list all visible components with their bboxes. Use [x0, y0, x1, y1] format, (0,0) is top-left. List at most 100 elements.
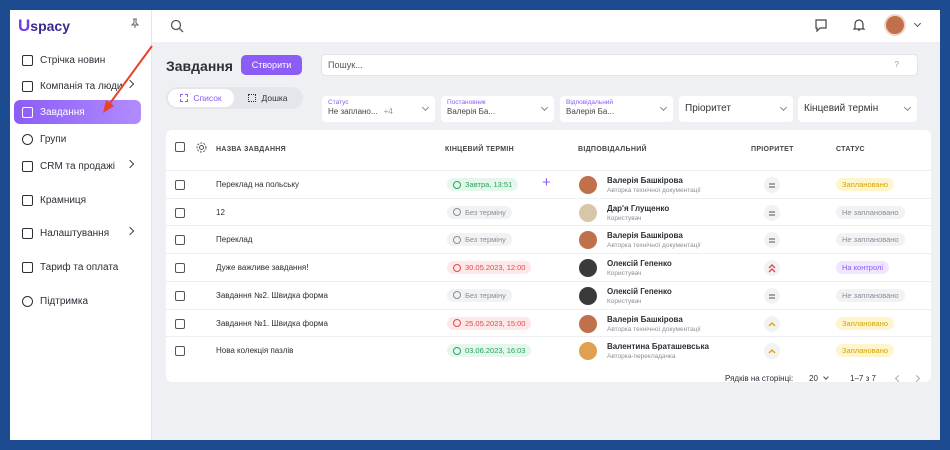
search-help[interactable]: ? [894, 60, 899, 69]
priority[interactable] [764, 204, 780, 221]
nav-label: Стрічка новин [40, 54, 106, 66]
row-checkbox[interactable] [175, 290, 185, 301]
status[interactable]: Заплановано [836, 316, 895, 330]
clock-icon [453, 208, 461, 217]
user-menu-chevron[interactable] [913, 19, 922, 28]
prev-page[interactable] [894, 374, 903, 383]
row-checkbox[interactable] [175, 346, 185, 357]
nav-item[interactable]: Тариф та оплата [14, 255, 141, 279]
row-checkbox[interactable] [175, 235, 185, 246]
nav-item[interactable]: Завдання [14, 100, 141, 124]
task-name[interactable]: Завдання №1. Швидка форма [216, 318, 328, 328]
row-checkbox[interactable] [175, 207, 185, 218]
view-tab[interactable]: Дошка [236, 89, 300, 107]
nav-item[interactable]: Крамниця [14, 188, 141, 212]
assignee-role: Авторка технічної документації [607, 187, 701, 194]
table-settings-icon[interactable] [196, 142, 207, 153]
brand: U spacy [18, 16, 70, 36]
nav-item[interactable]: Підтримка [14, 289, 141, 313]
table-row[interactable]: Переклад на польську Завтра, 13:51 + Валері… [166, 170, 931, 198]
priority-icon [768, 321, 776, 326]
nav-item[interactable]: Стрічка новин [14, 48, 141, 72]
priority[interactable] [764, 260, 780, 277]
task-name[interactable]: Нова колекція пазлів [216, 346, 294, 356]
nav-label: CRM та продажі [40, 160, 115, 172]
nav-item[interactable]: Групи [14, 127, 141, 151]
pin-icon[interactable] [130, 18, 140, 28]
nav-icon [22, 261, 33, 273]
priority-glyph [768, 321, 776, 326]
table-row[interactable]: Переклад Без терміну Валерія Башкірова Авто… [166, 225, 931, 253]
priority-glyph [769, 183, 775, 188]
search-icon[interactable] [170, 19, 184, 33]
task-name[interactable]: Завдання №2. Швидка форма [216, 290, 328, 300]
priority[interactable] [764, 177, 780, 193]
table-row[interactable]: Завдання №1. Швидка форма 25.05.2023, 15:… [166, 308, 931, 337]
priority-icon [769, 183, 775, 188]
brand-name: spacy [30, 18, 70, 34]
assignee-avatar [579, 314, 597, 333]
search-box[interactable]: Пошук... ? [321, 54, 918, 76]
task-name[interactable]: Дуже важливе завдання! [216, 263, 309, 273]
priority-icon [768, 349, 776, 354]
row-checkbox[interactable] [175, 263, 185, 274]
deadline: Без терміну [447, 205, 512, 219]
status[interactable]: Не заплановано [836, 288, 905, 302]
filter[interactable]: Статус Не заплано... +4 [322, 96, 435, 122]
filter[interactable]: Відповідальний Валерія Ба... [560, 96, 673, 122]
clock-icon [453, 235, 461, 244]
view-tab[interactable]: Список [168, 89, 234, 107]
nav-item[interactable]: Компанія та люди [14, 74, 141, 98]
assignee-name: Валерія Башкірова [607, 314, 683, 324]
sidebar: U spacy Стрічка новин Компанія та люди Зав… [10, 10, 152, 440]
assignee-role: Користувач [607, 297, 642, 305]
clock-icon [453, 319, 461, 327]
priority[interactable] [764, 343, 780, 360]
nav-item[interactable]: Налаштування [14, 221, 141, 245]
priority[interactable] [764, 315, 780, 332]
table-row[interactable]: Нова колекція пазлів 03.06.2023, 16:03 Вал… [166, 336, 931, 364]
column-header: ВІДПОВІДАЛЬНИЙ [578, 146, 647, 153]
deadline-text: 25.05.2023, 15:00 [465, 318, 526, 328]
priority-icon [769, 238, 775, 244]
task-name[interactable]: 12 [216, 207, 225, 217]
filter[interactable]: Пріоритет [679, 96, 793, 122]
priority[interactable] [764, 287, 780, 304]
status[interactable]: Заплановано [836, 178, 895, 191]
filter-label: Статус [328, 99, 349, 106]
table-row[interactable]: Завдання №2. Швидка форма Без терміну Олек… [166, 280, 931, 309]
user-avatar[interactable] [884, 14, 906, 36]
deadline: 03.06.2023, 16:03 [447, 344, 532, 358]
row-checkbox[interactable] [175, 180, 185, 190]
app-window: U spacy Стрічка новин Компанія та люди Зав… [10, 10, 940, 440]
priority-glyph [768, 349, 776, 354]
nav-item[interactable]: CRM та продажі [14, 154, 141, 178]
rows-per-page-select[interactable]: 20 [809, 374, 818, 383]
task-name[interactable]: Переклад на польську [216, 180, 299, 189]
filter[interactable]: Постановник Валерія Ба... [441, 96, 554, 122]
filter[interactable]: Кінцевий термін [798, 96, 917, 122]
next-page[interactable] [912, 374, 921, 383]
task-name[interactable]: Переклад [216, 235, 253, 245]
chat-icon[interactable] [814, 18, 828, 32]
nav-label: Завдання [40, 106, 85, 118]
assignee-name: Валентина Браташевська [607, 342, 709, 352]
row-checkbox[interactable] [175, 318, 185, 329]
tab-icon [248, 94, 257, 102]
deadline-text: Завтра, 13:51 [465, 180, 513, 189]
nav-icon [22, 80, 33, 92]
bell-icon[interactable] [852, 18, 866, 32]
assignee-avatar [579, 203, 597, 222]
create-button[interactable]: Створити [241, 55, 302, 75]
assignee-avatar [579, 231, 597, 250]
status[interactable]: Заплановано [836, 344, 895, 358]
status[interactable]: Не заплановано [836, 233, 905, 247]
select-all-checkbox[interactable] [175, 142, 185, 152]
add-button[interactable]: + [542, 174, 551, 191]
table-row[interactable]: 12 Без терміну Дар'я Глущенко Користувач Не … [166, 197, 931, 226]
status[interactable]: Не заплановано [836, 205, 905, 219]
deadline-text: Без терміну [465, 290, 506, 300]
table-row[interactable]: Дуже важливе завдання! 30.05.2023, 12:00 О… [166, 253, 931, 281]
priority[interactable] [764, 232, 780, 249]
status[interactable]: На контролі [836, 261, 890, 275]
